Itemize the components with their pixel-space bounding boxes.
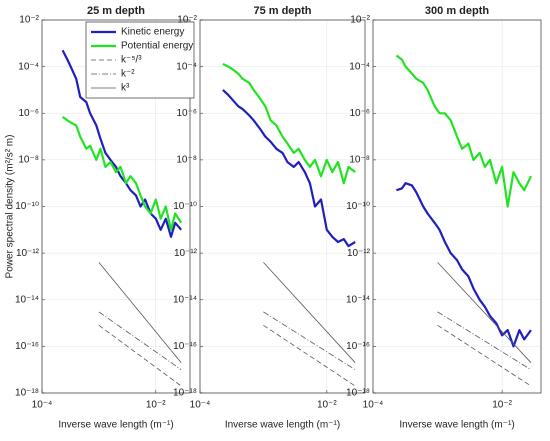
axes-frame — [199, 19, 366, 394]
y-tick-label: 10⁻⁶ — [349, 108, 370, 119]
series-line — [222, 63, 356, 185]
y-tick-label: 10⁻² — [19, 15, 39, 26]
x-axis-label: Inverse wave length (m⁻¹) — [58, 420, 173, 431]
series-line — [437, 311, 532, 371]
y-tick-label: 10⁻⁶ — [176, 108, 197, 119]
legend-label: Kinetic energy — [121, 27, 184, 38]
y-tick-label: 10⁻¹⁶ — [346, 341, 370, 352]
series-line — [437, 324, 532, 387]
y-axis-label: Power spectral density (m²/s² m) — [5, 135, 16, 279]
y-tick-label: 10⁻⁶ — [18, 108, 39, 119]
axes-frame — [41, 19, 191, 394]
panel-title: 75 m depth — [253, 5, 311, 17]
y-tick-label: 10⁻⁴ — [18, 61, 39, 72]
y-tick-label: 10⁻¹⁴ — [346, 294, 370, 305]
series-line — [222, 89, 356, 248]
y-tick-label: 10⁻⁸ — [349, 155, 370, 166]
y-tick-label: 10⁻² — [350, 15, 370, 26]
panel-title: 25 m depth — [87, 5, 145, 17]
x-tick-label: 10⁻⁴ — [190, 400, 211, 411]
series-line — [61, 49, 183, 238]
series-line — [98, 324, 182, 387]
y-tick-label: 10⁻¹⁰ — [346, 201, 370, 212]
y-tick-label: 10⁻² — [177, 15, 197, 26]
y-tick-label: 10⁻⁴ — [176, 61, 197, 72]
x-tick-label: 10⁻⁴ — [363, 400, 384, 411]
series-line — [263, 311, 356, 371]
series-line — [98, 262, 182, 363]
series-line — [263, 262, 356, 363]
series-line — [395, 54, 532, 208]
y-tick-label: 10⁻¹⁴ — [15, 294, 39, 305]
x-tick-label: 10⁻⁴ — [32, 400, 53, 411]
series-line — [263, 324, 356, 387]
series-line — [396, 182, 532, 348]
y-tick-label: 10⁻¹⁸ — [15, 388, 39, 399]
y-tick-label: 10⁻⁸ — [176, 155, 197, 166]
x-tick-label: 10⁻² — [146, 400, 166, 411]
axes-frame — [372, 19, 542, 394]
y-tick-label: 10⁻⁴ — [349, 61, 370, 72]
y-tick-label: 10⁻¹⁰ — [173, 201, 197, 212]
x-tick-label: 10⁻² — [317, 400, 337, 411]
y-tick-label: 10⁻¹⁸ — [173, 388, 197, 399]
y-tick-label: 10⁻¹² — [347, 248, 371, 259]
series-line — [98, 311, 182, 371]
y-tick-label: 10⁻¹⁸ — [346, 388, 370, 399]
panel-title: 300 m depth — [425, 5, 489, 17]
x-axis-label: Inverse wave length (m⁻¹) — [399, 420, 514, 431]
y-tick-label: 10⁻¹⁶ — [15, 341, 39, 352]
series-line — [437, 262, 532, 363]
y-tick-label: 10⁻¹² — [16, 248, 40, 259]
x-tick-label: 10⁻² — [492, 400, 512, 411]
legend-label: k³ — [121, 83, 130, 94]
y-tick-label: 10⁻⁸ — [18, 155, 39, 166]
legend-label: k⁻² — [121, 69, 135, 80]
series-line — [61, 116, 183, 231]
y-tick-label: 10⁻¹⁶ — [173, 341, 197, 352]
legend-label: k⁻⁵/³ — [121, 55, 142, 66]
legend-label: Potential energy — [121, 41, 193, 52]
y-tick-label: 10⁻¹² — [174, 248, 198, 259]
y-tick-label: 10⁻¹⁰ — [15, 201, 39, 212]
x-axis-label: Inverse wave length (m⁻¹) — [225, 420, 340, 431]
y-tick-label: 10⁻¹⁴ — [173, 294, 197, 305]
